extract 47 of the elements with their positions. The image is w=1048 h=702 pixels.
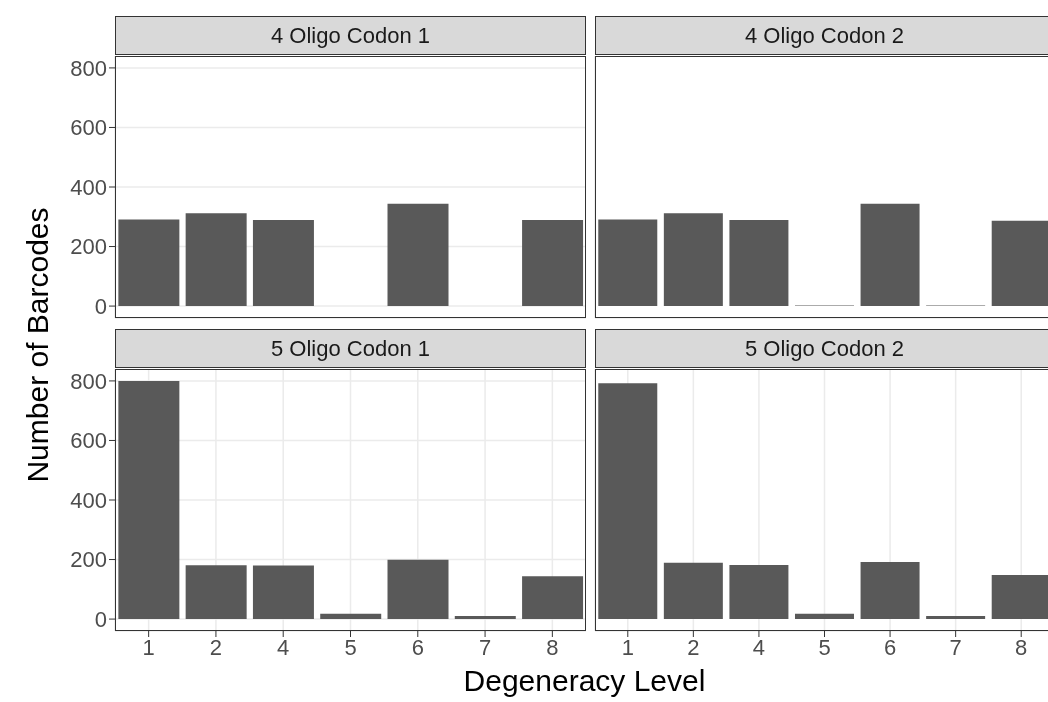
x-tick-label: 2 [687, 634, 700, 660]
y-tick-label: 0 [94, 606, 107, 632]
bar [320, 613, 382, 620]
y-tick-label: 400 [70, 487, 107, 513]
x-tick-label: 1 [621, 634, 634, 660]
chart-title: 4 Oligo Codon 1 [115, 16, 586, 55]
y-axis-title: Number of Barcodes [20, 206, 55, 485]
x-tick-label: 2 [209, 634, 223, 660]
bar [729, 564, 789, 620]
x-tick-label: 7 [949, 634, 962, 660]
y-tick-label: 600 [70, 115, 107, 141]
y-tick-label: 400 [70, 174, 107, 200]
bar [860, 561, 920, 620]
y-tick-label: 800 [70, 368, 107, 394]
x-tick-label: 5 [818, 634, 831, 660]
x-tick-label: 8 [546, 634, 559, 660]
chart-title: 5 Oligo Codon 2 [595, 329, 1048, 368]
x-tick-label: 5 [344, 634, 357, 660]
bar [598, 219, 658, 307]
bar [185, 565, 247, 620]
y-tick-label: 200 [70, 547, 107, 573]
bar [118, 380, 180, 620]
bar [663, 562, 723, 620]
y-tick-label: 800 [70, 55, 107, 81]
chart-title: 5 Oligo Codon 1 [115, 329, 586, 368]
x-tick-label: 8 [1015, 634, 1028, 660]
y-tick-label: 200 [70, 234, 107, 260]
bar [522, 576, 584, 620]
bar [387, 559, 449, 620]
y-tick-label: 600 [70, 428, 107, 454]
x-axis-title: Degeneracy Level [462, 664, 707, 698]
bar [860, 203, 920, 307]
bar [454, 616, 516, 620]
x-tick-label: 6 [883, 634, 897, 660]
x-tick-label: 7 [478, 634, 492, 660]
bar [794, 613, 854, 620]
bar [729, 220, 789, 307]
chart-title: 4 Oligo Codon 2 [595, 16, 1048, 55]
bar [663, 213, 723, 307]
bar [252, 565, 314, 620]
x-tick-label: 4 [752, 634, 766, 660]
x-tick-label: 4 [277, 634, 290, 660]
x-tick-label: 6 [411, 634, 424, 660]
bar [598, 383, 658, 620]
bar [926, 616, 986, 620]
x-tick-label: 1 [142, 634, 155, 660]
y-tick-label: 0 [94, 293, 107, 319]
